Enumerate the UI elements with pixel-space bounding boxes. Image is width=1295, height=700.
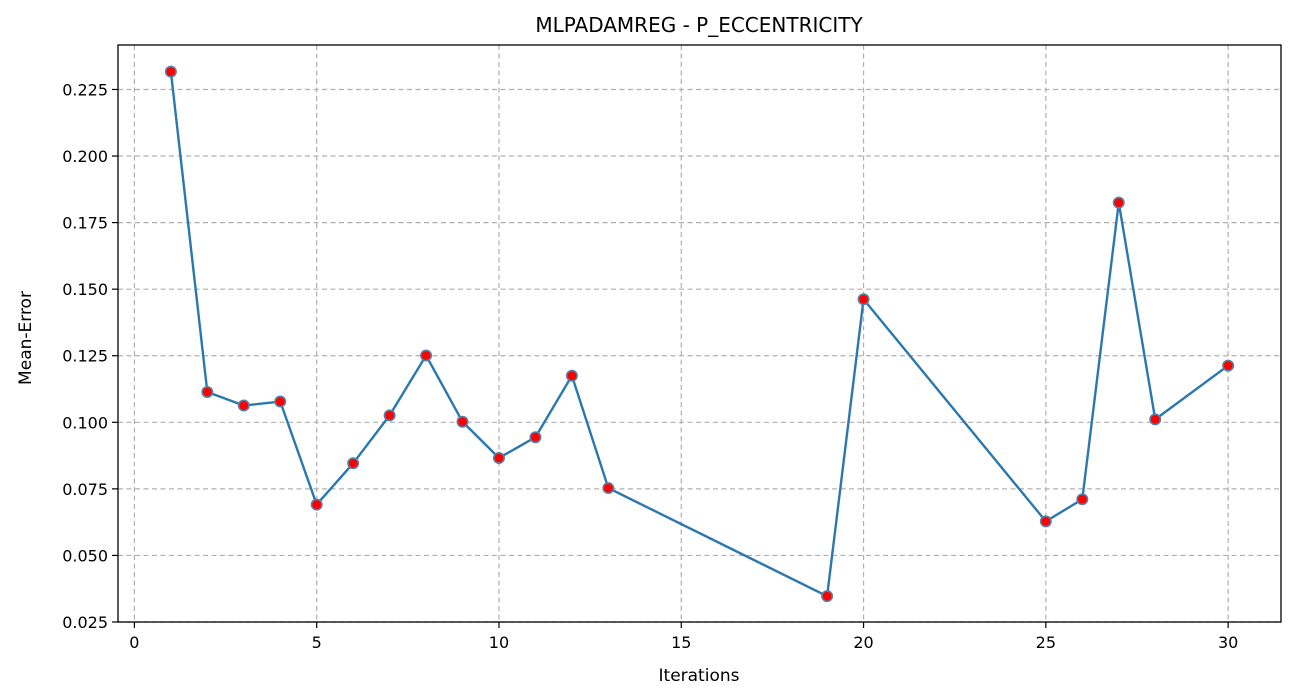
y-tick-label: 0.125 bbox=[62, 347, 108, 366]
y-tick-label: 0.050 bbox=[62, 546, 108, 565]
x-tick-label: 15 bbox=[671, 633, 691, 652]
data-point bbox=[1149, 413, 1162, 426]
data-point bbox=[1076, 493, 1089, 506]
x-axis-label: Iterations bbox=[659, 666, 740, 686]
data-point bbox=[602, 482, 615, 495]
x-tick-label: 30 bbox=[1218, 633, 1238, 652]
x-tick-label: 5 bbox=[312, 633, 322, 652]
data-point bbox=[310, 498, 323, 511]
x-axis-ticks: 0 5 10 15 20 25 30 bbox=[129, 622, 1238, 652]
y-tick-label: 0.075 bbox=[62, 480, 108, 499]
data-markers bbox=[164, 65, 1235, 603]
data-point bbox=[237, 399, 250, 412]
data-point bbox=[1222, 359, 1235, 372]
data-point bbox=[1039, 515, 1052, 528]
data-point bbox=[420, 349, 433, 362]
plot-area-frame bbox=[117, 44, 1282, 623]
grid bbox=[118, 45, 1281, 623]
y-axis-label: Mean-Error bbox=[16, 291, 36, 385]
y-tick-label: 0.175 bbox=[62, 214, 108, 233]
y-axis-ticks: 0.025 0.050 0.075 0.100 0.125 0.150 0.175 0.200… bbox=[62, 80, 118, 632]
y-tick-label: 0.025 bbox=[62, 613, 108, 632]
data-point bbox=[492, 451, 505, 464]
y-tick-label: 0.200 bbox=[62, 147, 108, 166]
data-point bbox=[821, 590, 834, 603]
x-tick-label: 25 bbox=[1036, 633, 1056, 652]
data-point bbox=[164, 65, 177, 78]
data-point bbox=[456, 415, 469, 428]
series-line bbox=[169, 71, 1229, 598]
data-point bbox=[201, 385, 214, 398]
data-point bbox=[274, 395, 287, 408]
data-point bbox=[1112, 196, 1125, 209]
x-tick-label: 10 bbox=[489, 633, 509, 652]
y-tick-label: 0.150 bbox=[62, 280, 108, 299]
x-tick-label: 20 bbox=[853, 633, 873, 652]
y-tick-label: 0.225 bbox=[62, 80, 108, 99]
data-point bbox=[565, 369, 578, 382]
data-point bbox=[383, 409, 396, 422]
y-tick-label: 0.100 bbox=[62, 413, 108, 432]
x-tick-label: 0 bbox=[129, 633, 139, 652]
data-point bbox=[347, 457, 360, 470]
data-point bbox=[857, 293, 870, 306]
data-point bbox=[529, 431, 542, 444]
chart-title: MLPADAMREG - P_ECCENTRICITY bbox=[535, 13, 863, 37]
